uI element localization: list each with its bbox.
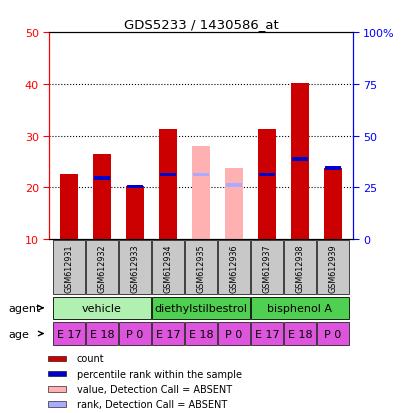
Text: E 18: E 18 bbox=[287, 329, 311, 339]
Text: age: age bbox=[8, 329, 29, 339]
Text: GSM612931: GSM612931 bbox=[64, 244, 73, 292]
Text: diethylstilbestrol: diethylstilbestrol bbox=[154, 303, 247, 313]
Text: GSM612939: GSM612939 bbox=[328, 244, 337, 292]
Text: E 17: E 17 bbox=[254, 329, 279, 339]
Bar bbox=[292, 158, 307, 161]
Text: E 18: E 18 bbox=[90, 329, 114, 339]
Bar bbox=[250, 297, 348, 319]
Bar bbox=[126, 187, 144, 240]
Bar bbox=[290, 83, 308, 240]
Bar bbox=[283, 241, 315, 295]
Text: E 18: E 18 bbox=[188, 329, 213, 339]
Bar bbox=[48, 371, 66, 377]
Bar bbox=[152, 241, 183, 295]
Text: E 17: E 17 bbox=[155, 329, 180, 339]
Bar bbox=[119, 323, 151, 345]
Title: GDS5233 / 1430586_at: GDS5233 / 1430586_at bbox=[123, 17, 278, 31]
Text: GSM612938: GSM612938 bbox=[294, 244, 303, 292]
Text: GSM612933: GSM612933 bbox=[130, 244, 139, 292]
Bar bbox=[323, 169, 341, 240]
Text: GSM612936: GSM612936 bbox=[229, 244, 238, 292]
Bar bbox=[53, 297, 151, 319]
Bar bbox=[224, 169, 243, 240]
Bar bbox=[250, 241, 282, 295]
Text: vehicle: vehicle bbox=[82, 303, 121, 313]
Bar bbox=[218, 323, 249, 345]
Text: percentile rank within the sample: percentile rank within the sample bbox=[77, 369, 241, 379]
Bar bbox=[86, 323, 117, 345]
Bar bbox=[86, 241, 117, 295]
Bar bbox=[158, 130, 177, 240]
Bar bbox=[53, 323, 85, 345]
Text: P 0: P 0 bbox=[324, 329, 341, 339]
Bar bbox=[250, 323, 282, 345]
Text: P 0: P 0 bbox=[126, 329, 143, 339]
Text: E 17: E 17 bbox=[56, 329, 81, 339]
Bar bbox=[184, 241, 216, 295]
Bar bbox=[152, 323, 183, 345]
Text: GSM612932: GSM612932 bbox=[97, 244, 106, 292]
Bar bbox=[283, 323, 315, 345]
Text: GSM612935: GSM612935 bbox=[196, 244, 205, 292]
Bar bbox=[193, 173, 208, 177]
Bar bbox=[218, 241, 249, 295]
Bar bbox=[258, 173, 274, 177]
Bar bbox=[48, 356, 66, 361]
Text: bisphenol A: bisphenol A bbox=[267, 303, 332, 313]
Bar bbox=[160, 173, 175, 177]
Text: GSM612937: GSM612937 bbox=[262, 244, 271, 292]
Bar bbox=[127, 185, 142, 189]
Bar bbox=[94, 177, 109, 180]
Text: agent: agent bbox=[8, 303, 40, 313]
Bar bbox=[316, 241, 348, 295]
Bar bbox=[93, 154, 111, 240]
Bar bbox=[184, 323, 216, 345]
Bar bbox=[60, 175, 78, 240]
Bar bbox=[324, 166, 340, 170]
Bar bbox=[226, 183, 241, 187]
Bar bbox=[316, 323, 348, 345]
Bar bbox=[119, 241, 151, 295]
Text: P 0: P 0 bbox=[225, 329, 242, 339]
Text: count: count bbox=[77, 354, 104, 363]
Text: GSM612934: GSM612934 bbox=[163, 244, 172, 292]
Text: rank, Detection Call = ABSENT: rank, Detection Call = ABSENT bbox=[77, 399, 227, 409]
Bar bbox=[53, 241, 85, 295]
Bar bbox=[48, 401, 66, 406]
Bar bbox=[257, 130, 275, 240]
Bar bbox=[48, 386, 66, 392]
Text: value, Detection Call = ABSENT: value, Detection Call = ABSENT bbox=[77, 384, 231, 394]
Bar bbox=[191, 147, 209, 240]
Bar bbox=[152, 297, 249, 319]
